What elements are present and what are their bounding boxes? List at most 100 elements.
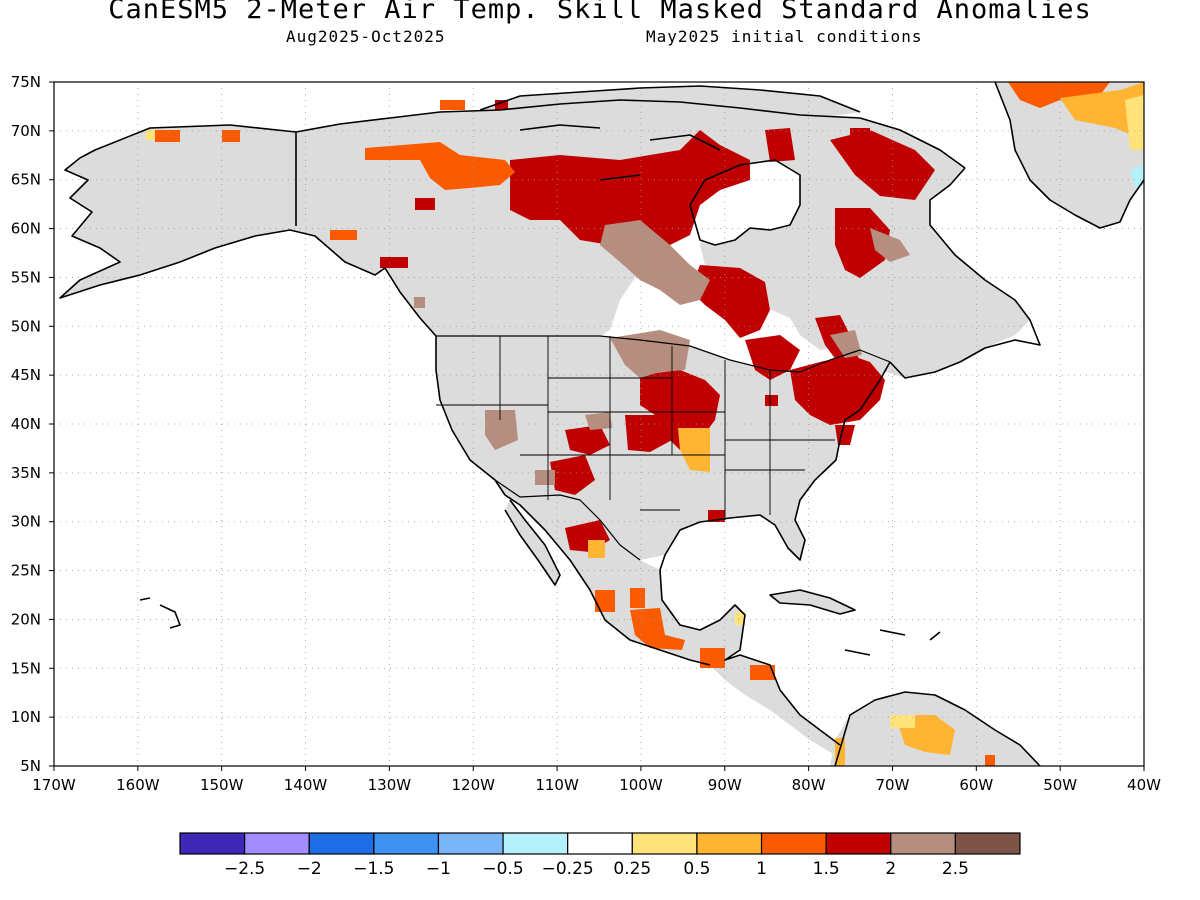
anomaly-yellow-greenland (1060, 82, 1144, 140)
legend-swatch (502, 832, 569, 855)
lat-tick-label: 45N (11, 366, 41, 384)
anomaly-red-southwest-1 (565, 425, 610, 455)
anomaly-orange-guatemala (700, 648, 725, 668)
lon-tick-label: 60W (959, 776, 993, 794)
lat-tick-label: 30N (11, 513, 41, 531)
lat-tick-label: 20N (11, 610, 41, 628)
lat-tick-label: 40N (11, 415, 41, 433)
lon-tick-label: 70W (876, 776, 910, 794)
legend-swatch (696, 832, 763, 855)
lat-tick-label: 65N (11, 171, 41, 189)
border-us-canada (436, 335, 891, 373)
coast-greenland (994, 82, 1144, 229)
lat-tick-label: 75N (11, 73, 41, 91)
lat-tick-label: 10N (11, 708, 41, 726)
anomaly-red-canada-north (510, 130, 750, 250)
lat-tick-label: 25N (11, 562, 41, 580)
lon-tick-label: 90W (708, 776, 742, 794)
anomaly-brown-great-basin (485, 410, 518, 450)
legend-swatch (631, 832, 698, 855)
legend-label: −0.25 (542, 859, 594, 879)
legend-swatch (825, 832, 892, 855)
legend-swatch (437, 832, 504, 855)
legend-swatch (244, 832, 310, 855)
anomaly-yellow-central-america (735, 612, 745, 625)
anomaly-red-arctic-east (765, 128, 795, 162)
legend-label: 0.5 (683, 859, 710, 879)
anomaly-red-southwest-2 (550, 455, 595, 495)
legend-label: 2.5 (942, 859, 969, 879)
anomaly-brown-oregon (414, 297, 425, 308)
anomaly-orange-greenland (1008, 82, 1110, 108)
legend-swatch (179, 832, 246, 855)
legend-swatch (890, 832, 956, 855)
anomaly-brown-midwest (610, 330, 690, 378)
legend-label: −2.5 (224, 859, 265, 879)
anomaly-orange-mexico (595, 590, 615, 612)
legend-swatch (567, 832, 633, 855)
anomaly-brown-labrador (870, 228, 910, 262)
anomaly-brown-prairie (600, 220, 710, 305)
anomaly-orange-bc-coast (330, 230, 357, 240)
legend-swatch (760, 832, 827, 855)
anomaly-cells (146, 82, 1144, 766)
land-mexico (495, 480, 745, 665)
legend-swatch (373, 832, 440, 855)
anomaly-red-yukon (415, 198, 435, 210)
coast-islands (139, 124, 941, 656)
longitude-labels: 170W 160W 150W 140W 130W 120W 110W 100W 90W 80W 70… (32, 766, 1161, 794)
lat-tick-label: 55N (11, 268, 41, 286)
anomaly-orange-arctic-west (440, 100, 465, 110)
legend-label: 2 (885, 859, 896, 879)
anomaly-red-bc (380, 257, 408, 268)
legend-swatch (308, 832, 375, 855)
lon-tick-label: 80W (792, 776, 826, 794)
anomaly-brown-arizona (535, 470, 555, 485)
lon-tick-label: 50W (1043, 776, 1077, 794)
valid-period: Aug2025-Oct2025 (286, 27, 446, 46)
anomaly-brown-quebec (830, 330, 862, 358)
lon-tick-label: 130W (368, 776, 412, 794)
map-area (54, 82, 1144, 766)
border-us-mexico (494, 479, 641, 561)
legend-label: −1 (426, 859, 451, 879)
border-states (436, 336, 835, 520)
anomaly-yellow-alaska (146, 130, 155, 140)
legend-label: 0.25 (613, 859, 651, 879)
legend-label: −0.5 (482, 859, 523, 879)
lon-tick-label: 100W (619, 776, 663, 794)
lon-tick-label: 110W (535, 776, 579, 794)
land-alaska (60, 125, 385, 298)
anomaly-orange-central-america (985, 755, 995, 766)
coast-baja (504, 499, 561, 586)
anomaly-red-arctic-west (495, 100, 508, 110)
anomaly-orange-mexico-2 (630, 588, 645, 608)
lat-tick-label: 60N (11, 220, 41, 238)
coast-alaska (59, 111, 441, 337)
lon-tick-label: 120W (451, 776, 495, 794)
anomaly-orange-mexico-south (630, 608, 685, 650)
anomaly-red-labrador (835, 208, 890, 278)
anomaly-red-northeast-coast (835, 425, 855, 445)
legend-label: −2 (297, 859, 322, 879)
anomaly-red-baffin (830, 130, 935, 200)
anomaly-yellow-venezuela-2 (890, 715, 915, 728)
land-labrador (820, 170, 1010, 320)
land-usa (436, 336, 890, 560)
initial-conditions: May2025 initial conditions (646, 27, 923, 46)
anomaly-orange-nw-canada (365, 142, 515, 190)
lon-tick-label: 150W (200, 776, 244, 794)
coast-cuba (769, 589, 856, 615)
legend-label: −1.5 (353, 859, 394, 879)
coast-usa-west (435, 336, 711, 666)
land-baja (505, 500, 560, 585)
anomaly-orange-mississippi (678, 428, 710, 472)
lat-tick-label: 5N (20, 757, 41, 775)
lon-tick-label: 140W (284, 776, 328, 794)
anomaly-orange-alaska-north (155, 130, 180, 142)
lon-tick-label: 170W (32, 776, 76, 794)
coastlines (59, 82, 1144, 766)
land-central-america (710, 655, 840, 755)
lat-tick-label: 70N (11, 122, 41, 140)
anomaly-yellow-greenland-2 (1125, 95, 1144, 150)
